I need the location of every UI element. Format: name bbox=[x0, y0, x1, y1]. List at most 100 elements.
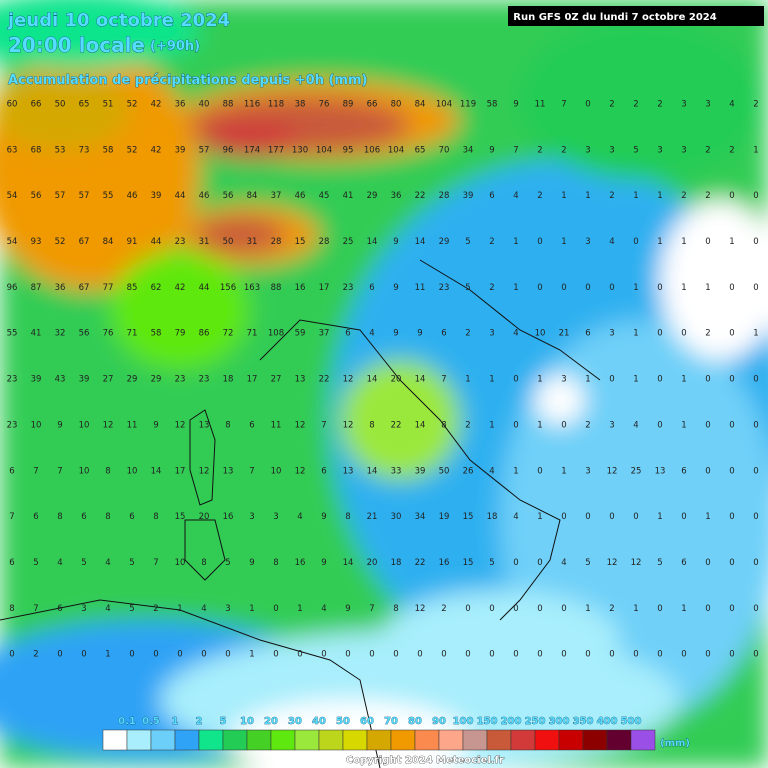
grid-value: 2 bbox=[657, 100, 662, 110]
grid-value: 60 bbox=[7, 100, 18, 110]
grid-value: 77 bbox=[103, 283, 114, 293]
legend-label: 50 bbox=[336, 716, 350, 727]
legend-label: 1 bbox=[172, 716, 179, 727]
grid-value: 6 bbox=[129, 512, 134, 522]
grid-value: 7 bbox=[249, 466, 254, 476]
copyright: Copyright 2024 Meteociel.fr bbox=[346, 755, 504, 766]
grid-value: 3 bbox=[609, 145, 614, 155]
grid-value: 1 bbox=[705, 512, 710, 522]
grid-value: 4 bbox=[513, 512, 518, 522]
grid-value: 13 bbox=[199, 420, 210, 430]
grid-value: 2 bbox=[561, 145, 566, 155]
grid-value: 9 bbox=[321, 558, 326, 568]
grid-value: 15 bbox=[463, 512, 474, 522]
grid-value: 18 bbox=[391, 558, 402, 568]
grid-value: 96 bbox=[223, 145, 234, 155]
legend-swatch bbox=[270, 729, 296, 751]
grid-value: 22 bbox=[415, 558, 426, 568]
grid-value: 9 bbox=[393, 237, 398, 247]
grid-value: 13 bbox=[223, 466, 234, 476]
grid-value: 12 bbox=[607, 466, 618, 476]
grid-value: 5 bbox=[129, 558, 134, 568]
grid-value: 1 bbox=[729, 237, 734, 247]
grid-value: 116 bbox=[244, 100, 260, 110]
grid-value: 93 bbox=[31, 237, 42, 247]
grid-value: 27 bbox=[103, 375, 114, 385]
grid-value: 20 bbox=[391, 375, 402, 385]
grid-value: 80 bbox=[391, 100, 402, 110]
grid-value: 14 bbox=[151, 466, 162, 476]
grid-value: 0 bbox=[705, 375, 710, 385]
grid-value: 6 bbox=[489, 191, 494, 201]
grid-value: 1 bbox=[105, 650, 110, 660]
grid-value: 73 bbox=[79, 145, 90, 155]
grid-value: 1 bbox=[297, 604, 302, 614]
grid-value: 5 bbox=[465, 237, 470, 247]
date-title: jeudi 10 octobre 2024 bbox=[7, 10, 230, 31]
grid-value: 86 bbox=[199, 329, 210, 339]
grid-value: 1 bbox=[465, 375, 470, 385]
grid-value: 89 bbox=[343, 100, 354, 110]
grid-value: 57 bbox=[199, 145, 210, 155]
grid-value: 5 bbox=[225, 558, 230, 568]
grid-value: 4 bbox=[489, 466, 494, 476]
grid-value: 6 bbox=[681, 558, 686, 568]
grid-value: 8 bbox=[105, 512, 110, 522]
grid-value: 0 bbox=[561, 650, 566, 660]
grid-value: 23 bbox=[175, 375, 186, 385]
grid-value: 2 bbox=[609, 100, 614, 110]
grid-value: 1 bbox=[681, 604, 686, 614]
grid-value: 0 bbox=[705, 237, 710, 247]
legend-swatch bbox=[342, 729, 368, 751]
grid-value: 70 bbox=[439, 145, 450, 155]
grid-value: 3 bbox=[609, 329, 614, 339]
grid-value: 8 bbox=[393, 604, 398, 614]
grid-value: 87 bbox=[31, 283, 42, 293]
grid-value: 0 bbox=[585, 512, 590, 522]
grid-value: 44 bbox=[175, 191, 186, 201]
grid-value: 58 bbox=[103, 145, 114, 155]
legend-swatch bbox=[294, 729, 320, 751]
grid-value: 156 bbox=[220, 283, 236, 293]
grid-value: 29 bbox=[151, 375, 162, 385]
grid-value: 12 bbox=[343, 375, 354, 385]
legend-swatch bbox=[102, 729, 128, 751]
grid-value: 7 bbox=[33, 604, 38, 614]
grid-value: 0 bbox=[129, 650, 134, 660]
grid-value: 4 bbox=[57, 558, 62, 568]
grid-value: 3 bbox=[249, 512, 254, 522]
grid-value: 0 bbox=[297, 650, 302, 660]
grid-value: 0 bbox=[609, 283, 614, 293]
grid-value: 0 bbox=[729, 283, 734, 293]
grid-value: 0 bbox=[201, 650, 206, 660]
grid-value: 4 bbox=[297, 512, 302, 522]
grid-value: 3 bbox=[705, 100, 710, 110]
grid-value: 20 bbox=[367, 558, 378, 568]
grid-value: 0 bbox=[225, 650, 230, 660]
legend: 0.1 0.5 1 2 5 10 20 30 40 50 60 70 80 90 100 150 200 250 3… bbox=[102, 716, 656, 751]
grid-value: 7 bbox=[153, 558, 158, 568]
grid-value: 6 bbox=[369, 283, 374, 293]
grid-value: 0 bbox=[729, 512, 734, 522]
grid-value: 59 bbox=[295, 329, 306, 339]
grid-value: 44 bbox=[199, 283, 210, 293]
legend-label: 20 bbox=[264, 716, 278, 727]
grid-value: 3 bbox=[609, 420, 614, 430]
grid-value: 6 bbox=[9, 466, 14, 476]
grid-value: 39 bbox=[175, 145, 186, 155]
grid-value: 5 bbox=[585, 558, 590, 568]
grid-value: 0 bbox=[273, 650, 278, 660]
grid-value: 0 bbox=[537, 604, 542, 614]
grid-value: 1 bbox=[249, 650, 254, 660]
grid-value: 37 bbox=[319, 329, 330, 339]
grid-value: 11 bbox=[271, 420, 282, 430]
grid-value: 0 bbox=[729, 466, 734, 476]
grid-value: 6 bbox=[441, 329, 446, 339]
grid-value: 6 bbox=[81, 512, 86, 522]
grid-value: 0 bbox=[417, 650, 422, 660]
grid-value: 104 bbox=[316, 145, 332, 155]
grid-value: 0 bbox=[345, 650, 350, 660]
grid-value: 1 bbox=[513, 466, 518, 476]
grid-value: 0 bbox=[753, 237, 758, 247]
grid-value: 0 bbox=[465, 650, 470, 660]
